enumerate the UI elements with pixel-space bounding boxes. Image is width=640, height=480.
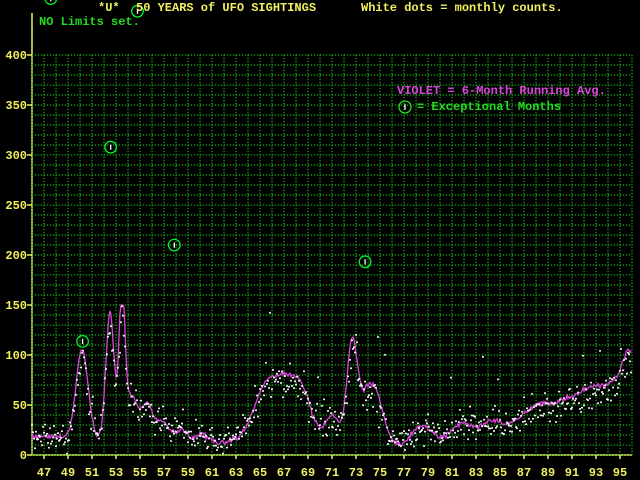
svg-text:350: 350 xyxy=(5,99,27,113)
svg-text:50: 50 xyxy=(13,399,27,413)
svg-text:95: 95 xyxy=(613,466,627,480)
svg-text:61: 61 xyxy=(205,466,219,480)
svg-text:200: 200 xyxy=(5,249,27,263)
svg-text:300: 300 xyxy=(5,149,27,163)
svg-text:81: 81 xyxy=(445,466,459,480)
svg-text:51: 51 xyxy=(85,466,99,480)
svg-text:71: 71 xyxy=(325,466,339,480)
svg-text:55: 55 xyxy=(133,466,147,480)
svg-text:49: 49 xyxy=(61,466,75,480)
svg-text:75: 75 xyxy=(373,466,387,480)
svg-text:59: 59 xyxy=(181,466,195,480)
svg-text:0: 0 xyxy=(20,449,27,463)
svg-text:91: 91 xyxy=(565,466,579,480)
svg-text:150: 150 xyxy=(5,299,27,313)
svg-text:250: 250 xyxy=(5,199,27,213)
svg-text:83: 83 xyxy=(469,466,483,480)
svg-text:87: 87 xyxy=(517,466,531,480)
svg-text:85: 85 xyxy=(493,466,507,480)
svg-text:53: 53 xyxy=(109,466,123,480)
svg-text:47: 47 xyxy=(37,466,51,480)
svg-text:73: 73 xyxy=(349,466,363,480)
svg-text:400: 400 xyxy=(5,49,27,63)
svg-text:100: 100 xyxy=(5,349,27,363)
svg-text:77: 77 xyxy=(397,466,411,480)
svg-text:79: 79 xyxy=(421,466,435,480)
svg-text:63: 63 xyxy=(229,466,243,480)
svg-text:65: 65 xyxy=(253,466,267,480)
svg-text:89: 89 xyxy=(541,466,555,480)
svg-text:57: 57 xyxy=(157,466,171,480)
svg-text:93: 93 xyxy=(589,466,603,480)
svg-text:69: 69 xyxy=(301,466,315,480)
svg-text:67: 67 xyxy=(277,466,291,480)
